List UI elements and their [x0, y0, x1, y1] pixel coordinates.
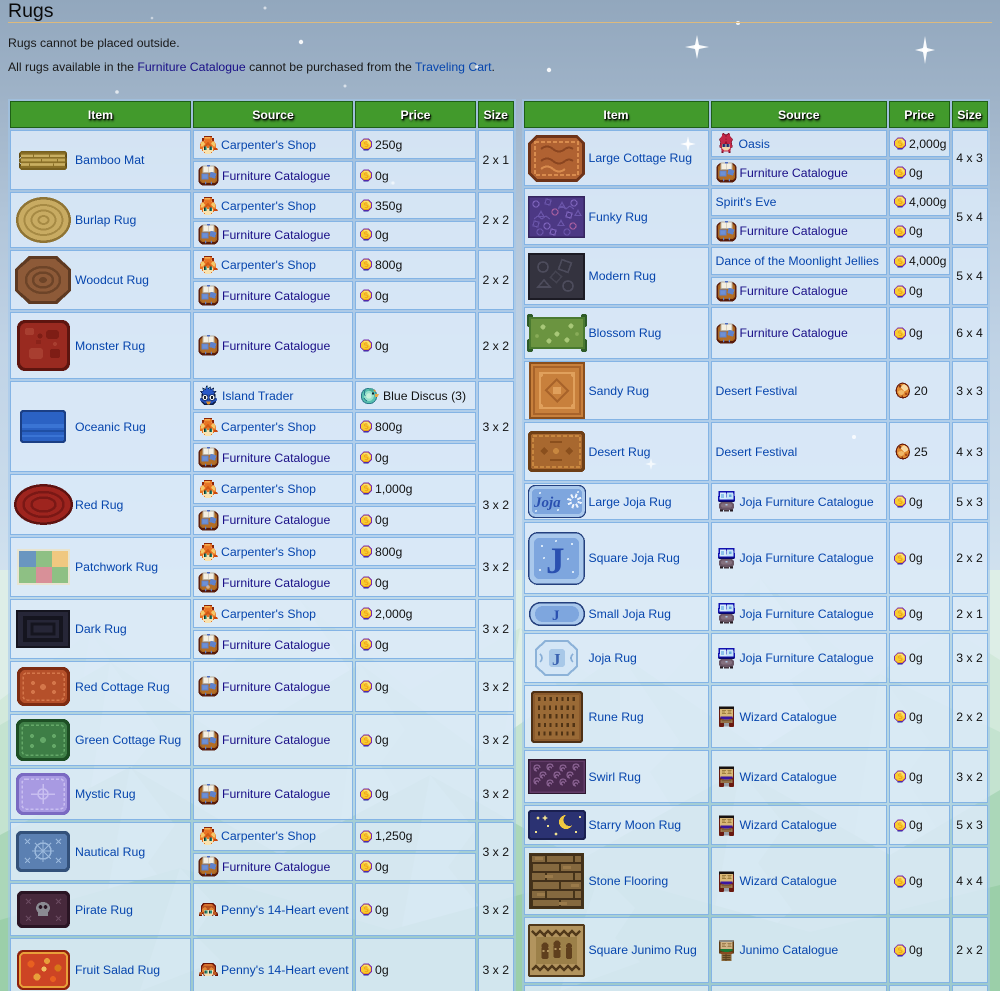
svg-text:Joja: Joja — [533, 495, 561, 511]
svg-text:J: J — [552, 650, 561, 669]
svg-text:J: J — [552, 608, 560, 624]
svg-text:J: J — [546, 541, 565, 582]
